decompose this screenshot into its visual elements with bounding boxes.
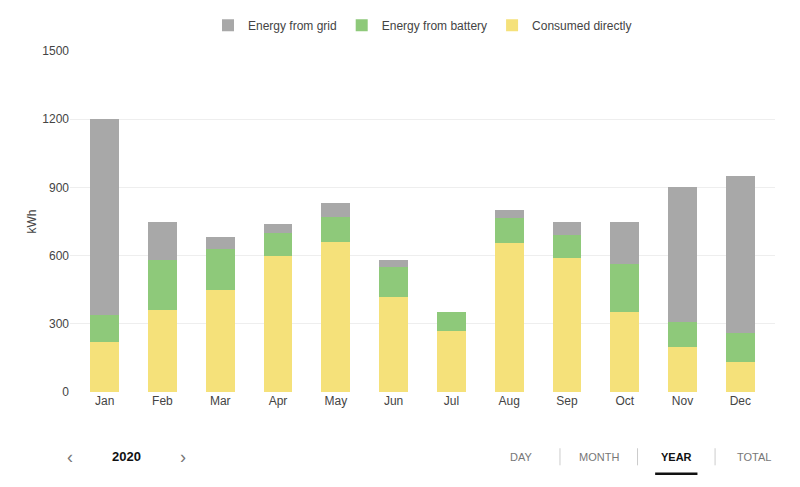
svg-text:1200: 1200 xyxy=(42,112,69,126)
svg-text:MONTH: MONTH xyxy=(579,451,619,463)
svg-text:2020: 2020 xyxy=(112,449,141,464)
svg-text:YEAR: YEAR xyxy=(661,451,692,463)
svg-text:‹: ‹ xyxy=(67,447,73,467)
svg-text:Energy from battery: Energy from battery xyxy=(382,19,487,33)
svg-text:Energy from grid: Energy from grid xyxy=(248,19,337,33)
svg-text:900: 900 xyxy=(49,181,69,195)
svg-text:Sep: Sep xyxy=(556,394,578,408)
svg-text:kWh: kWh xyxy=(25,210,39,234)
svg-text:0: 0 xyxy=(62,385,69,399)
svg-text:TOTAL: TOTAL xyxy=(737,451,771,463)
svg-text:Mar: Mar xyxy=(210,394,231,408)
svg-text:Nov: Nov xyxy=(672,394,693,408)
svg-text:Consumed directly: Consumed directly xyxy=(532,19,631,33)
svg-text:300: 300 xyxy=(49,317,69,331)
svg-text:Dec: Dec xyxy=(730,394,751,408)
svg-text:Jan: Jan xyxy=(95,394,114,408)
svg-text:Oct: Oct xyxy=(615,394,634,408)
svg-text:Feb: Feb xyxy=(152,394,173,408)
svg-text:May: May xyxy=(324,394,347,408)
svg-text:Jul: Jul xyxy=(444,394,459,408)
svg-text:1500: 1500 xyxy=(42,44,69,58)
svg-text:›: › xyxy=(180,447,186,467)
svg-text:DAY: DAY xyxy=(510,451,532,463)
svg-text:600: 600 xyxy=(49,249,69,263)
svg-text:Aug: Aug xyxy=(499,394,520,408)
svg-text:Jun: Jun xyxy=(384,394,403,408)
svg-text:Apr: Apr xyxy=(269,394,288,408)
